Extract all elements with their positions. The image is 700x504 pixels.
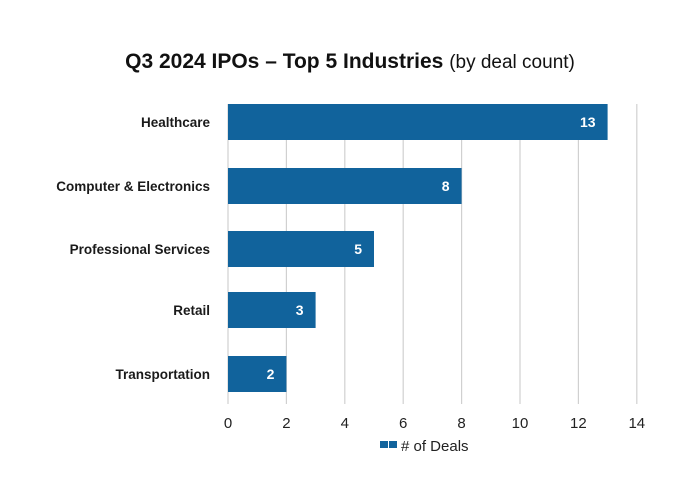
category-label: Professional Services xyxy=(70,242,210,257)
x-tick-label: 10 xyxy=(512,415,529,432)
x-tick-label: 0 xyxy=(224,415,232,432)
x-tick-labels: 0 2 4 6 8 10 12 14 xyxy=(224,415,645,432)
legend-swatch-left xyxy=(380,441,388,448)
x-tick-label: 2 xyxy=(282,415,290,432)
bars: 13 8 5 3 2 xyxy=(228,104,608,392)
bar xyxy=(228,356,287,392)
gridlines xyxy=(227,104,638,404)
data-label: 3 xyxy=(296,302,304,318)
x-tick-label: 4 xyxy=(341,415,349,432)
x-tick-label: 8 xyxy=(457,415,465,432)
category-label: Retail xyxy=(173,303,210,318)
category-labels: Healthcare Computer & Electronics Professi… xyxy=(56,115,210,382)
chart-title: Q3 2024 IPOs – Top 5 Industries (by deal… xyxy=(0,50,700,74)
legend: # of Deals xyxy=(380,438,469,455)
bar xyxy=(228,168,462,204)
data-label: 8 xyxy=(442,178,450,194)
bar xyxy=(228,292,316,328)
x-tick-label: 6 xyxy=(399,415,407,432)
legend-label: # of Deals xyxy=(401,438,469,455)
bar xyxy=(228,231,374,267)
category-label: Computer & Electronics xyxy=(56,179,210,194)
chart-title-main: Q3 2024 IPOs – Top 5 Industries xyxy=(125,50,444,73)
category-label: Transportation xyxy=(115,367,210,382)
data-label: 2 xyxy=(267,366,275,382)
chart-subtitle: (by deal count) xyxy=(449,52,575,73)
data-label: 5 xyxy=(354,241,362,257)
x-tick-label: 12 xyxy=(570,415,587,432)
x-tick-label: 14 xyxy=(628,415,645,432)
legend-swatch-right xyxy=(389,441,397,448)
data-label: 13 xyxy=(580,114,596,130)
bar xyxy=(228,104,608,140)
category-label: Healthcare xyxy=(141,115,211,130)
